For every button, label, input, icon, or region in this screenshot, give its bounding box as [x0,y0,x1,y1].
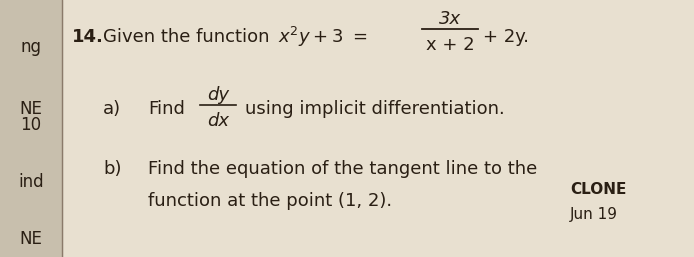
Text: Jun 19: Jun 19 [570,207,618,223]
Text: $x^2y+3\ =$: $x^2y+3\ =$ [278,25,367,49]
Text: dy: dy [207,86,229,104]
Text: + 2y.: + 2y. [483,28,529,46]
Text: dx: dx [207,112,229,130]
Text: using implicit differentiation.: using implicit differentiation. [245,100,505,118]
Bar [0,0,62,257]
Text: b): b) [103,160,121,178]
Text: Find: Find [148,100,185,118]
Text: ind: ind [18,173,44,191]
Text: Find the equation of the tangent line to the: Find the equation of the tangent line to… [148,160,537,178]
Text: ng: ng [21,38,42,56]
Text: CLONE: CLONE [570,181,627,197]
Text: 3x: 3x [439,10,461,28]
Text: 10: 10 [20,116,42,134]
Text: NE: NE [19,230,42,248]
Text: NE: NE [19,100,42,118]
Text: 14.: 14. [72,28,104,46]
Text: x + 2: x + 2 [425,36,474,54]
Text: a): a) [103,100,121,118]
Text: function at the point (1, 2).: function at the point (1, 2). [148,192,392,210]
Text: Given the function: Given the function [103,28,269,46]
